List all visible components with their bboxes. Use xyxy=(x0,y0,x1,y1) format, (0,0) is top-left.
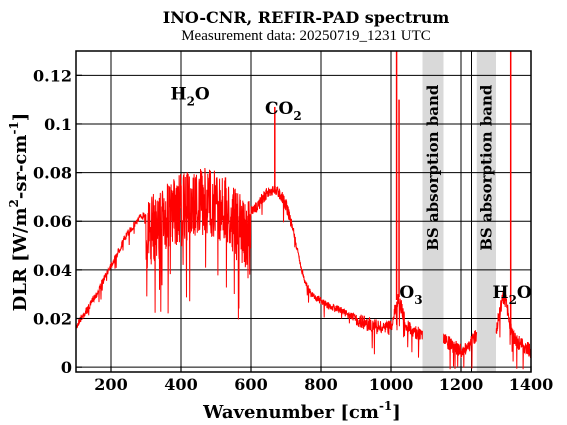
annotation-1: CO2 xyxy=(265,99,302,123)
x-axis-label: Wavenumber [cm-1] xyxy=(202,399,401,423)
y-tick-label-0: 0 xyxy=(61,358,72,377)
annotation-2: O3 xyxy=(399,283,422,307)
grid-lines xyxy=(76,51,531,372)
plot-frame xyxy=(75,50,532,373)
y-axis-label-mid: -sr-cm xyxy=(10,135,31,200)
x-axis-label-text: Wavenumber [cm xyxy=(202,402,379,423)
x-tick-label-5: 1200 xyxy=(439,375,484,394)
x-axis-label-end: ] xyxy=(392,402,401,423)
y-tick-label-4: 0.08 xyxy=(33,164,72,183)
annotations: H2O CO2 O3 H2O xyxy=(171,85,532,307)
x-tick-label-3: 800 xyxy=(304,375,337,394)
absorption-band-label-1: BS absorption band xyxy=(477,84,495,251)
x-axis-label-sup: -1 xyxy=(379,399,392,413)
absorption-band-1 xyxy=(476,51,496,372)
x-tick-label-2: 600 xyxy=(234,375,267,394)
y-axis-label: DLR [W/m2-sr-cm-1] xyxy=(7,113,31,312)
x-axis-ticks: 200 400 600 800 1000 1200 1400 xyxy=(94,366,553,394)
y-tick-label-5: 0.1 xyxy=(44,115,72,134)
y-axis-label-text: DLR [W/m xyxy=(10,207,31,311)
x-tick-label-4: 1000 xyxy=(369,375,414,394)
y-axis-ticks: 0 0.02 0.04 0.06 0.08 0.1 0.12 xyxy=(33,66,82,377)
annotation-3: H2O xyxy=(493,283,532,307)
chart-title: INO-CNR, REFIR-PAD spectrum xyxy=(163,8,450,27)
absorption-bands: BS absorption band BS absorption band xyxy=(422,51,496,372)
x-tick-label-1: 400 xyxy=(164,375,197,394)
absorption-band-0 xyxy=(422,51,444,372)
absorption-band-label-0: BS absorption band xyxy=(424,84,442,251)
y-tick-label-1: 0.02 xyxy=(33,310,72,329)
y-axis-label-end: ] xyxy=(10,113,31,122)
x-tick-label-0: 200 xyxy=(94,375,127,394)
spectrum-line xyxy=(75,167,532,370)
chart-subtitle: Measurement data: 20250719_1231 UTC xyxy=(181,28,431,44)
y-tick-label-2: 0.04 xyxy=(33,261,72,280)
annotation-0: H2O xyxy=(171,85,210,109)
y-tick-label-6: 0.12 xyxy=(33,66,72,85)
x-tick-label-6: 1400 xyxy=(509,375,554,394)
y-tick-label-3: 0.06 xyxy=(33,212,72,231)
y-axis-label-sup2: -1 xyxy=(7,121,21,134)
y-axis-label-sup1: 2 xyxy=(7,199,21,207)
spectrum-series xyxy=(75,51,532,370)
